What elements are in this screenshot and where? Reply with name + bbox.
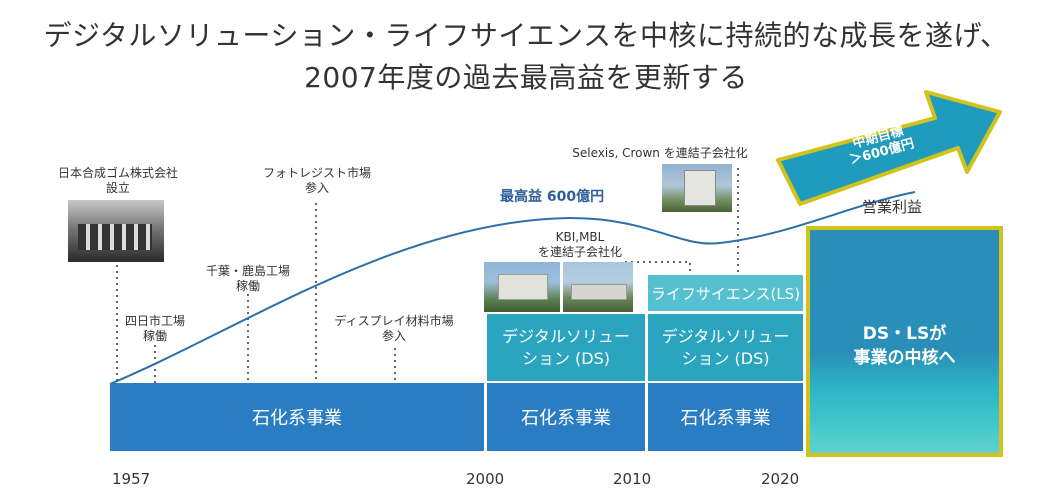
milestone-photoresist-label: フォトレジスト市場 参入 (262, 166, 371, 195)
future-core-box: DS・LSが 事業の中核へ (806, 226, 1003, 457)
page-title-line-2: 2007年度の過去最高益を更新する (304, 61, 748, 94)
milestone-yokkaichi-label: 四日市工場 稼働 (124, 314, 185, 343)
year-1957: 1957 (112, 470, 151, 488)
milestone-gomu-label: 日本合成ゴム株式会社 設立 (57, 166, 178, 195)
year-2020: 2020 (761, 470, 800, 488)
milestone-chiba-label: 千葉・鹿島工場 稼働 (205, 264, 290, 293)
year-2010: 2010 (613, 470, 652, 488)
profit-curve (109, 191, 916, 385)
petrochemical-bar-1: 石化系事業 (110, 383, 484, 451)
selexis-building-photo (662, 164, 732, 212)
milestone-display-label: ディスプレイ材料市場 参入 (334, 314, 454, 343)
page-title-line-1: デジタルソリューション・ライフサイエンスを中核に持続的な成長を遂げ、 (43, 19, 1009, 52)
founding-ceremony-photo (68, 200, 164, 262)
record-profit-label: 最高益 600億円 (500, 189, 605, 205)
connector-kbi (625, 261, 691, 275)
kbi-building-photo (484, 262, 560, 312)
mbl-building-photo (563, 262, 633, 312)
milestone-selexis-label: Selexis, Crown を連結子会社化 (572, 146, 748, 160)
life-science-bar: ライフサイエンス(LS) (648, 275, 803, 311)
digital-solution-bar-1: デジタルソリュー ション (DS) (487, 314, 645, 381)
future-core-label: DS・LSが 事業の中核へ (853, 324, 956, 368)
mid-term-target-arrow (776, 90, 1002, 206)
year-2000: 2000 (466, 470, 505, 488)
petrochemical-bar-2: 石化系事業 (487, 383, 645, 451)
digital-solution-bar-2: デジタルソリュー ション (DS) (648, 314, 803, 381)
operating-profit-label: 営業利益 (862, 198, 923, 216)
milestone-kbi-label: KBI,MBL を連結子会社化 (537, 230, 622, 259)
petrochemical-bar-3: 石化系事業 (648, 383, 803, 451)
